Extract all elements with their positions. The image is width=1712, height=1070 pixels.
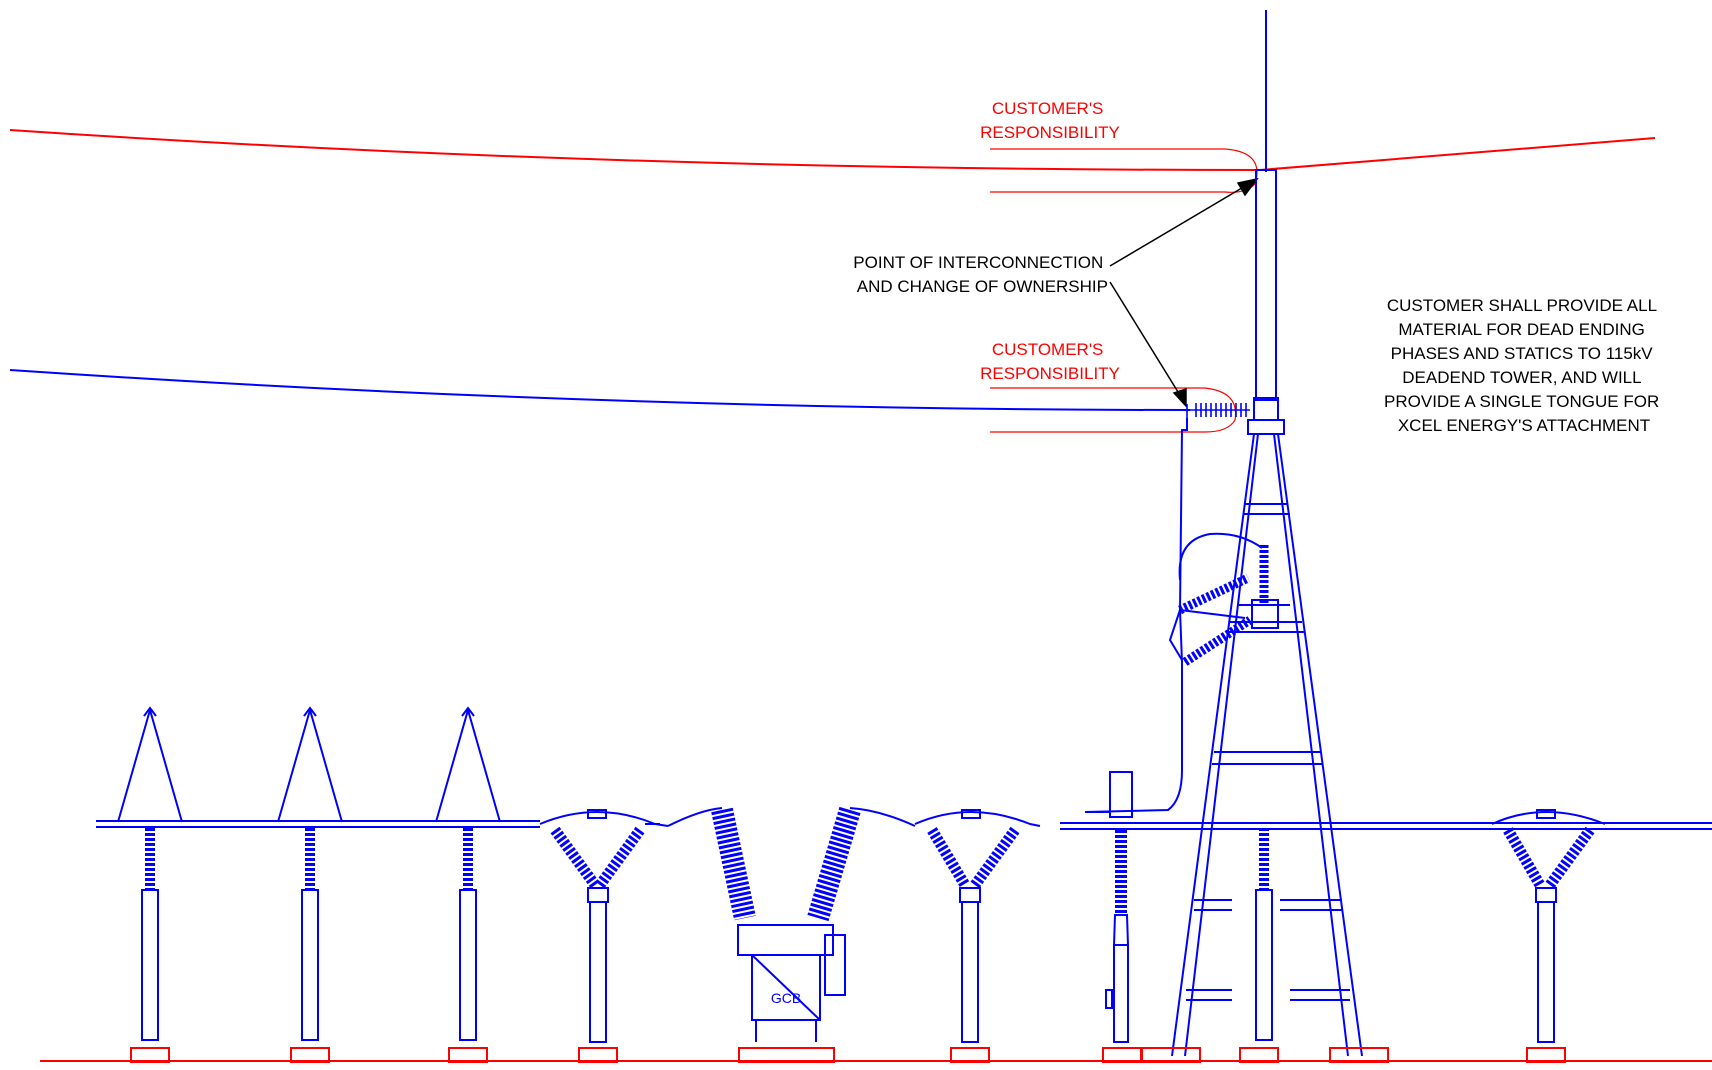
customer-material-note: CUSTOMER SHALL PROVIDE ALL MATERIAL FOR … xyxy=(1384,296,1664,435)
bus-support-1 xyxy=(117,706,183,1041)
point-of-interconnection-label: POINT OF INTERCONNECTION AND CHANGE OF O… xyxy=(853,253,1108,296)
customer-responsibility-label-mid: CUSTOMER'S RESPONSIBILITY xyxy=(980,340,1120,383)
v-switch-1 xyxy=(539,809,669,1043)
bus-support-3 xyxy=(435,706,501,1041)
static-wire-red xyxy=(9,129,1656,172)
deadend-insulator-string xyxy=(1186,403,1250,418)
customer-responsibility-label-top: CUSTOMER'S RESPONSIBILITY xyxy=(980,99,1120,142)
tower-switch-and-jumper xyxy=(1084,418,1290,813)
instrument-transformer xyxy=(1085,771,1133,1043)
foundations xyxy=(130,1047,1566,1063)
v-switch-2 xyxy=(914,809,1041,1043)
gas-circuit-breaker xyxy=(667,806,916,1042)
gcb-label: GCB xyxy=(771,990,801,1006)
interconnection-leader-arrows xyxy=(1109,177,1259,408)
bus-support-2 xyxy=(277,706,343,1041)
v-switch-3 xyxy=(1491,809,1606,1043)
phase-conductor-blue xyxy=(9,369,1191,411)
deadend-tower xyxy=(1171,10,1363,1057)
responsibility-bracket-mid xyxy=(990,387,1237,433)
bus-support-4 xyxy=(1255,828,1273,1041)
